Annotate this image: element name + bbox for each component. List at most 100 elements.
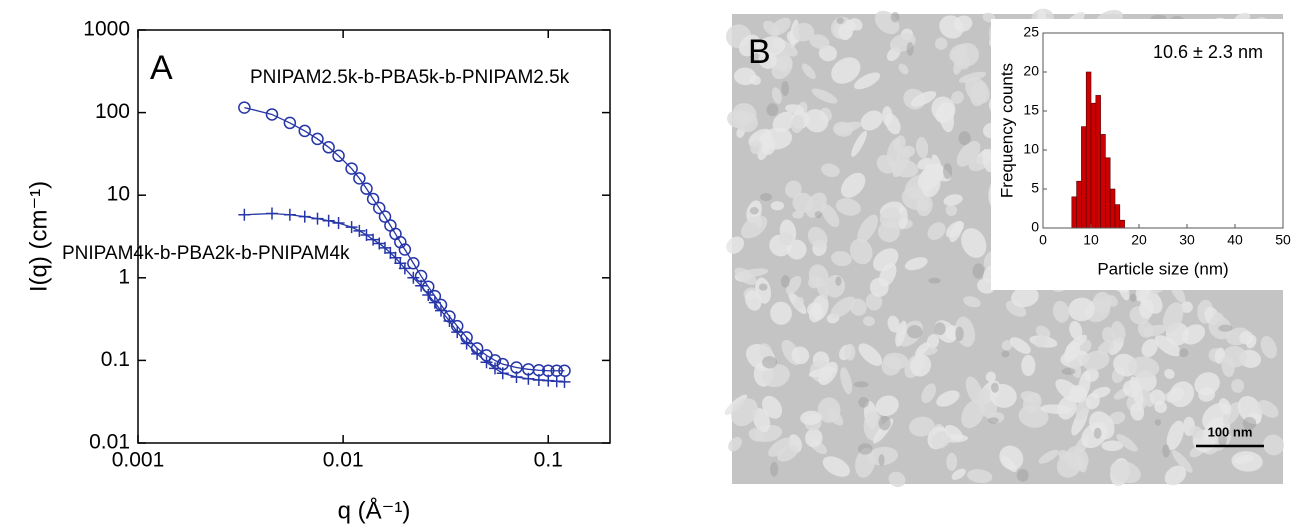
tem-blob — [953, 15, 973, 32]
tem-blob — [1093, 427, 1102, 439]
tem-blob — [1257, 400, 1279, 418]
tem-blob — [1127, 356, 1160, 379]
tem-blob — [1154, 335, 1181, 357]
x-tick-label: 0 — [1039, 232, 1047, 248]
tem-blob — [963, 296, 981, 308]
tem-blob — [761, 356, 778, 369]
tem-blob — [1213, 312, 1224, 322]
tem-blob — [760, 193, 773, 202]
tem-blob — [1076, 455, 1087, 473]
x-tick-label: 40 — [1227, 232, 1243, 248]
tem-blob — [917, 163, 945, 191]
tem-blob — [740, 215, 768, 239]
tem-blob — [1218, 324, 1233, 332]
tem-blob — [910, 91, 937, 107]
tem-blob — [853, 381, 869, 388]
tem-blob — [821, 204, 840, 228]
marker — [283, 208, 296, 221]
tem-blob — [811, 88, 838, 104]
y-axis-label: I(q) (cm⁻¹) — [25, 181, 52, 292]
bar — [1119, 219, 1125, 229]
tem-blob — [807, 226, 828, 249]
tem-blob — [758, 51, 777, 69]
marker — [415, 279, 428, 292]
tem-blob — [771, 87, 782, 104]
marker — [366, 192, 380, 206]
marker — [332, 149, 345, 163]
tem-blob — [928, 277, 941, 284]
tem-blob — [792, 22, 815, 42]
tem-blob — [1092, 291, 1112, 314]
marker — [422, 288, 435, 301]
tem-blob — [958, 131, 971, 146]
y-tick-label: 0 — [1031, 219, 1039, 235]
marker — [398, 262, 411, 275]
marker — [345, 221, 358, 234]
marker — [488, 362, 501, 375]
y-tick-label: 0.01 — [89, 431, 130, 454]
tem-blob — [860, 110, 883, 131]
tem-blob — [814, 211, 822, 219]
tem-blob — [1162, 302, 1184, 333]
tem-blob — [1001, 455, 1017, 473]
tem-blob — [804, 109, 829, 133]
tem-blob — [772, 111, 795, 133]
tem-blob — [857, 214, 878, 243]
tem-blob — [1154, 419, 1162, 426]
x-axis-label: q (Å⁻¹) — [338, 496, 411, 524]
tem-blob — [906, 41, 914, 56]
tem-blob — [934, 37, 948, 50]
marker — [311, 212, 324, 225]
tem-blob — [748, 428, 765, 442]
marker — [496, 367, 509, 380]
tem-blob — [1164, 368, 1175, 379]
tem-blob — [887, 315, 900, 333]
tem-blob — [785, 275, 802, 295]
tem-blob — [1181, 324, 1206, 345]
tem-blob — [878, 415, 891, 431]
tem-blob — [1052, 300, 1070, 323]
marker — [367, 233, 380, 246]
marker — [283, 116, 297, 130]
tem-blob — [809, 34, 830, 49]
y-tick-label: 10 — [1023, 141, 1039, 157]
y-tick-label: 100 — [95, 100, 130, 123]
tem-blob — [1218, 433, 1227, 448]
tem-blob — [862, 316, 875, 327]
tem-blob — [858, 396, 869, 408]
x-tick-label: 0.1 — [534, 449, 563, 472]
tem-blob — [750, 140, 763, 155]
marker — [398, 243, 412, 256]
tem-blob — [931, 431, 951, 449]
tem-blob — [780, 275, 790, 288]
tem-blob — [890, 159, 919, 178]
tem-blob — [926, 334, 940, 349]
tem-blob — [732, 103, 757, 125]
tem-blob — [766, 103, 779, 117]
tem-blob — [807, 302, 822, 317]
bar — [1114, 204, 1121, 229]
tem-blob — [1082, 350, 1110, 371]
bar — [1090, 102, 1097, 229]
tem-blob — [1198, 387, 1216, 402]
x-tick-label: 20 — [1131, 232, 1147, 248]
tem-blob — [845, 19, 856, 32]
tem-blob — [1237, 395, 1263, 424]
tem-blob — [857, 443, 873, 455]
tem-blob — [1097, 340, 1114, 355]
tem-blob — [1180, 301, 1193, 313]
marker — [407, 271, 420, 284]
tem-blob — [835, 198, 861, 216]
tem-blob — [965, 76, 990, 104]
tem-blob — [907, 325, 923, 339]
marker — [322, 214, 335, 227]
tem-blob — [1001, 350, 1010, 358]
y-tick-label: 15 — [1023, 102, 1039, 118]
x-axis-label: Particle size (nm) — [1097, 259, 1228, 278]
bar — [1076, 180, 1082, 229]
marker — [372, 201, 386, 215]
marker — [510, 370, 523, 383]
tem-blob — [805, 428, 823, 448]
tem-blob — [818, 45, 838, 62]
y-tick-label: 1 — [118, 265, 130, 288]
